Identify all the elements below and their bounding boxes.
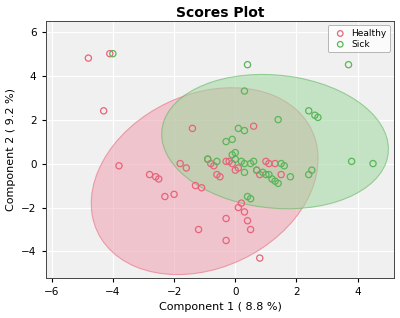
Healthy [226, 159, 232, 164]
Healthy [256, 172, 263, 177]
Healthy [256, 256, 263, 261]
Healthy [229, 161, 236, 166]
Healthy [152, 174, 159, 179]
X-axis label: Component 1 ( 8.8 %): Component 1 ( 8.8 %) [158, 302, 282, 313]
Healthy [198, 185, 205, 190]
Sick [287, 174, 294, 179]
Sick [278, 161, 284, 166]
Healthy [85, 56, 92, 61]
Sick [241, 161, 248, 166]
Healthy [223, 216, 229, 221]
Healthy [183, 165, 190, 170]
Healthy [106, 51, 113, 56]
Healthy [241, 209, 248, 214]
Sick [232, 157, 238, 162]
Sick [244, 194, 251, 199]
Sick [110, 51, 116, 56]
Healthy [204, 157, 211, 162]
Sick [238, 159, 245, 164]
Sick [275, 181, 281, 186]
Healthy [235, 205, 242, 210]
Sick [241, 128, 248, 133]
Sick [250, 159, 257, 164]
Sick [247, 196, 254, 201]
Healthy [171, 192, 177, 197]
Y-axis label: Component 2 ( 9.2 %): Component 2 ( 9.2 %) [6, 88, 16, 211]
Healthy [162, 194, 168, 199]
Sick [244, 62, 251, 67]
Sick [312, 113, 318, 118]
Sick [229, 137, 236, 142]
Sick [263, 172, 269, 177]
Healthy [146, 172, 153, 177]
Sick [229, 152, 236, 157]
Healthy [177, 161, 183, 166]
Healthy [195, 227, 202, 232]
Sick [232, 150, 238, 155]
Sick [247, 161, 254, 166]
Sick [214, 159, 220, 164]
Sick [309, 168, 315, 173]
Sick [254, 168, 260, 173]
Healthy [192, 183, 199, 188]
Sick [275, 117, 281, 122]
Sick [266, 172, 272, 177]
Healthy [278, 172, 284, 177]
Healthy [235, 165, 242, 170]
Sick [272, 179, 278, 184]
Sick [223, 139, 229, 144]
Ellipse shape [162, 74, 388, 209]
Healthy [254, 168, 260, 173]
Healthy [116, 163, 122, 168]
Healthy [266, 161, 272, 166]
Healthy [238, 201, 245, 206]
Ellipse shape [91, 88, 318, 275]
Healthy [223, 159, 229, 164]
Healthy [244, 218, 251, 223]
Healthy [250, 124, 257, 129]
Healthy [214, 172, 220, 177]
Sick [241, 170, 248, 175]
Sick [204, 157, 211, 162]
Healthy [211, 163, 217, 168]
Sick [315, 115, 321, 120]
Sick [348, 159, 355, 164]
Sick [370, 161, 376, 166]
Legend: Healthy, Sick: Healthy, Sick [328, 25, 390, 52]
Healthy [156, 176, 162, 182]
Sick [345, 62, 352, 67]
Sick [260, 170, 266, 175]
Healthy [223, 238, 229, 243]
Sick [306, 108, 312, 114]
Healthy [208, 161, 214, 166]
Healthy [189, 126, 196, 131]
Sick [306, 172, 312, 177]
Sick [269, 176, 275, 182]
Healthy [263, 159, 269, 164]
Sick [241, 88, 248, 93]
Healthy [247, 227, 254, 232]
Healthy [272, 161, 278, 166]
Healthy [217, 174, 223, 179]
Healthy [232, 168, 238, 173]
Title: Scores Plot: Scores Plot [176, 5, 264, 19]
Sick [235, 126, 242, 131]
Sick [281, 163, 288, 168]
Healthy [100, 108, 107, 114]
